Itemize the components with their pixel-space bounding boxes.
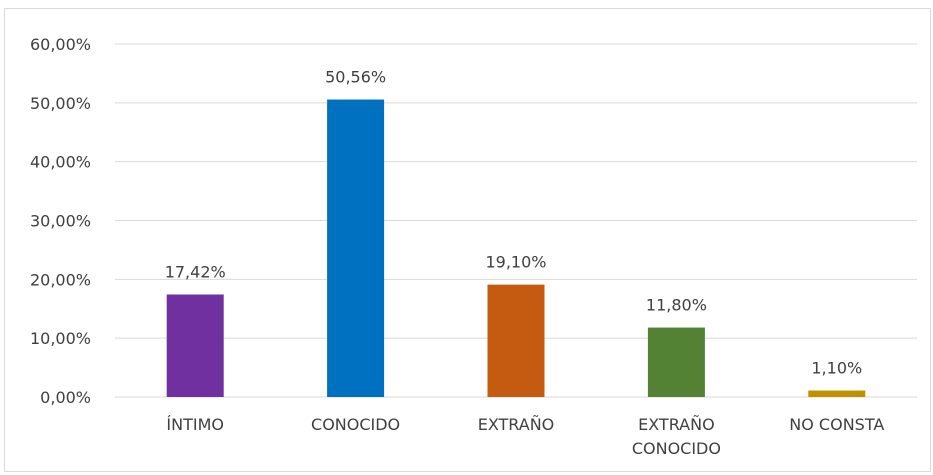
bar <box>327 99 385 397</box>
data-label: 19,10% <box>485 253 546 272</box>
y-tick-label: 0,00% <box>40 388 91 407</box>
category-label: EXTRAÑO <box>478 415 555 434</box>
category-label: CONOCIDO <box>632 439 721 458</box>
y-tick-label: 60,00% <box>30 35 91 54</box>
y-tick-label: 50,00% <box>30 94 91 113</box>
bar <box>166 294 224 397</box>
y-tick-label: 30,00% <box>30 212 91 231</box>
data-label: 11,80% <box>646 296 707 315</box>
data-label: 50,56% <box>325 68 386 87</box>
y-tick-label: 40,00% <box>30 153 91 172</box>
bar <box>647 327 705 397</box>
bar <box>808 390 866 397</box>
category-label: NO CONSTA <box>789 415 884 434</box>
y-tick-label: 20,00% <box>30 270 91 289</box>
category-label: ÍNTIMO <box>166 415 224 434</box>
data-label: 17,42% <box>165 263 226 282</box>
category-label: CONOCIDO <box>311 415 400 434</box>
chart-frame <box>4 8 931 472</box>
category-label: EXTRAÑO <box>638 415 715 434</box>
bar <box>487 284 545 397</box>
y-tick-label: 10,00% <box>30 329 91 348</box>
data-label: 1,10% <box>811 359 862 378</box>
